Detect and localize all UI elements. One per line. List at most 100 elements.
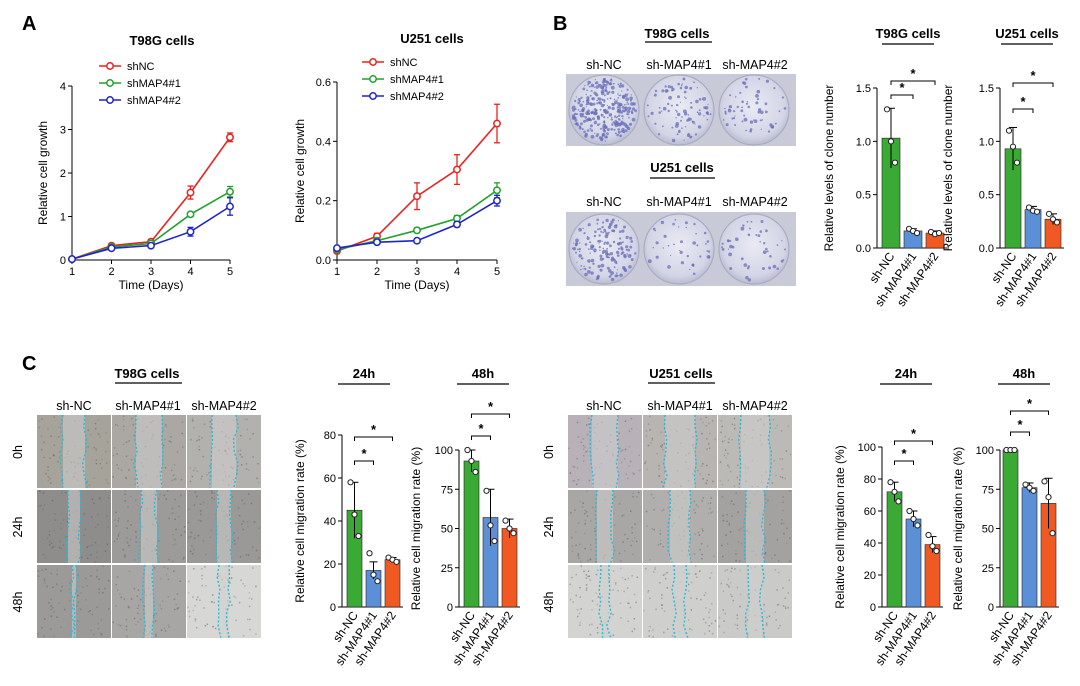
colony-dot: [695, 232, 697, 235]
y-tick-label: 60: [864, 506, 876, 518]
cell-texture: [582, 460, 585, 462]
cell-texture: [728, 586, 730, 588]
colony-dot: [600, 85, 604, 90]
colony-dot: [629, 96, 633, 101]
cell-texture: [242, 582, 244, 585]
colony-dot: [747, 105, 751, 109]
cell-texture: [108, 608, 110, 610]
cell-texture: [713, 555, 715, 558]
colony-dot: [596, 222, 599, 225]
cell-texture: [213, 498, 216, 500]
cell-texture: [130, 524, 132, 526]
cell-texture: [124, 493, 126, 495]
petri-dish: [643, 213, 715, 285]
scratch-area: [670, 490, 690, 563]
cell-texture: [774, 569, 776, 571]
cell-texture: [239, 555, 242, 558]
colony-dot: [760, 110, 764, 115]
cell-texture: [45, 472, 47, 475]
colony-dot: [620, 246, 623, 249]
colony-dot: [772, 264, 777, 269]
cell-texture: [648, 630, 650, 632]
colony-dot: [613, 266, 616, 269]
cell-texture: [701, 558, 703, 560]
cell-texture: [241, 456, 243, 458]
cell-texture: [630, 544, 632, 547]
colony-dot: [647, 259, 652, 264]
cell-texture: [87, 446, 89, 448]
colony-dot: [602, 78, 606, 81]
colony-dot: [598, 243, 600, 245]
colony-dot: [624, 129, 628, 133]
cell-texture: [40, 448, 43, 451]
wound-row-label: 0h: [11, 445, 25, 459]
colony-dot: [587, 83, 589, 86]
colony-dot: [660, 220, 665, 225]
cell-texture: [194, 620, 197, 622]
cell-texture: [727, 479, 729, 481]
cell-texture: [116, 538, 118, 540]
cell-texture: [252, 567, 254, 569]
cell-texture: [125, 629, 128, 631]
wound-edge-line: [72, 564, 80, 638]
cell-texture: [693, 553, 696, 555]
x-tick-label: 3: [148, 266, 154, 278]
colony-dot: [746, 267, 750, 270]
cell-texture: [49, 540, 51, 543]
colony-dot: [724, 112, 727, 115]
cell-texture: [664, 578, 667, 580]
cell-texture: [629, 606, 632, 609]
cell-texture: [123, 425, 125, 427]
cell-texture: [779, 476, 782, 478]
colony-dot: [631, 112, 633, 114]
cell-texture: [48, 602, 50, 604]
colony-dot: [612, 82, 615, 85]
cell-texture: [731, 595, 733, 598]
colony-dot: [579, 112, 583, 116]
colony-dot: [671, 126, 674, 129]
cell-texture: [209, 465, 211, 467]
cell-texture: [64, 536, 67, 538]
colony-dot: [629, 107, 631, 110]
cell-texture: [79, 608, 82, 610]
cell-texture: [695, 504, 698, 506]
cell-texture: [576, 467, 579, 469]
cell-texture: [105, 479, 107, 481]
cell-texture: [112, 454, 115, 457]
y-tick-label: 0.5: [856, 190, 871, 202]
colony-dot: [606, 83, 608, 86]
cell-texture: [90, 433, 92, 436]
data-point: [68, 255, 76, 264]
x-tick-label: 2: [374, 266, 380, 278]
cell-texture: [709, 502, 712, 504]
colony-dot: [693, 222, 696, 226]
colony-dot: [687, 114, 690, 116]
colony-dot: [608, 231, 610, 234]
cell-texture: [697, 531, 700, 534]
cell-texture: [789, 490, 791, 492]
colony-dot: [602, 257, 605, 260]
colony-dot: [749, 129, 752, 133]
cell-texture: [126, 635, 128, 638]
colony-dot: [745, 85, 748, 89]
cell-texture: [85, 599, 87, 601]
cell-texture: [706, 438, 708, 440]
colony-dot: [662, 247, 664, 249]
cell-texture: [653, 528, 655, 531]
cell-texture: [613, 524, 616, 526]
colony-dot: [724, 110, 727, 113]
cell-texture: [636, 540, 638, 543]
colony-dot: [600, 263, 605, 268]
cell-texture: [122, 443, 125, 446]
significance-star: *: [910, 66, 916, 81]
colony-dot: [692, 241, 696, 245]
colony-dot: [590, 258, 595, 263]
cell-texture: [174, 608, 176, 611]
colony-dot: [627, 248, 631, 252]
colony-dot: [692, 265, 695, 267]
cell-texture: [255, 549, 258, 552]
colony-dot: [583, 119, 586, 123]
cell-texture: [250, 502, 253, 505]
cell-texture: [242, 635, 245, 637]
data-point: [186, 210, 195, 219]
